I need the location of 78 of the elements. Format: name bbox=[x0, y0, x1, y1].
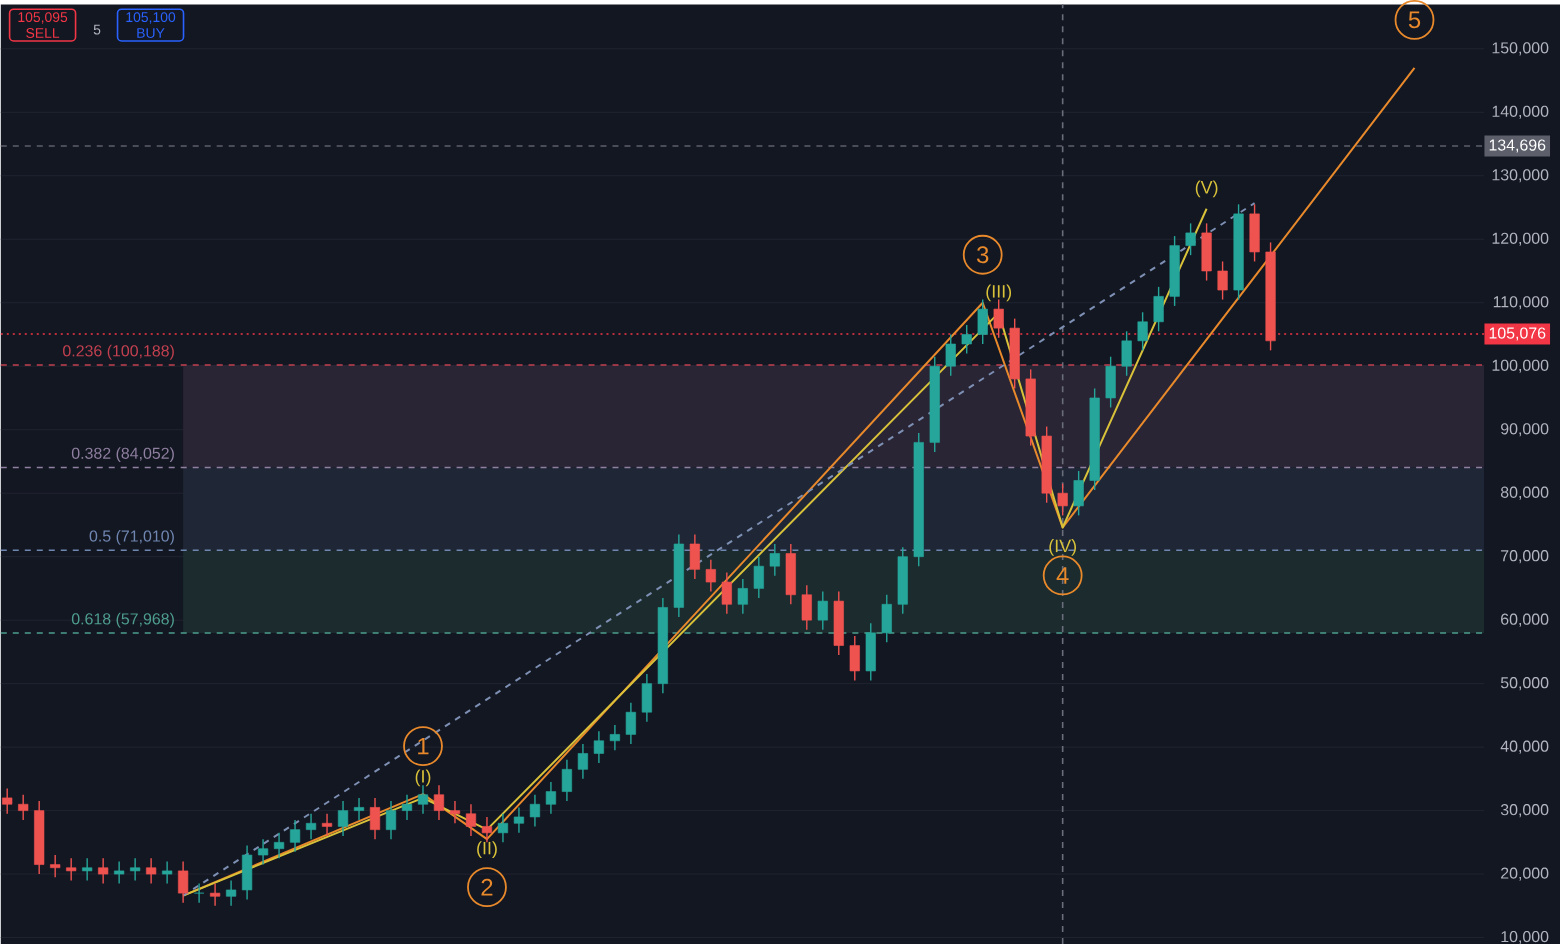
candlestick bbox=[513, 806, 525, 834]
candlestick bbox=[753, 555, 764, 599]
candlestick bbox=[801, 584, 812, 630]
candlestick bbox=[146, 857, 157, 884]
candlestick bbox=[561, 758, 573, 802]
candlestick bbox=[82, 857, 93, 881]
candlestick bbox=[833, 590, 844, 656]
candlestick bbox=[705, 558, 716, 592]
candlestick bbox=[545, 780, 557, 815]
candlestick bbox=[1105, 355, 1116, 408]
annotation: 1 bbox=[418, 737, 429, 754]
candlestick bbox=[385, 800, 397, 840]
candlestick bbox=[593, 730, 604, 764]
candlestick bbox=[817, 590, 828, 630]
candlestick bbox=[273, 831, 285, 859]
candlestick bbox=[1073, 469, 1084, 516]
annotation: 3 bbox=[976, 245, 989, 263]
candlestick bbox=[1185, 222, 1196, 256]
candlestick bbox=[849, 634, 860, 681]
candlestick bbox=[881, 593, 892, 643]
candlestick bbox=[625, 701, 636, 745]
candlestick bbox=[577, 742, 589, 780]
annotation: 4 bbox=[1056, 566, 1069, 584]
candlestick bbox=[721, 571, 732, 615]
candlestick bbox=[865, 622, 876, 681]
candlestick bbox=[18, 793, 29, 821]
annotation: 5 bbox=[1408, 11, 1421, 28]
candlestick bbox=[194, 882, 205, 903]
candlestick bbox=[210, 882, 221, 907]
candlestick bbox=[353, 796, 365, 821]
candlestick bbox=[785, 542, 796, 605]
candlestick bbox=[1057, 482, 1068, 516]
candlestick bbox=[1201, 222, 1212, 281]
candlestick bbox=[241, 844, 253, 900]
candlestick bbox=[609, 723, 620, 751]
candlestick bbox=[449, 800, 461, 824]
candlestick bbox=[289, 819, 301, 853]
candlestick bbox=[50, 853, 61, 878]
annotation: (II) bbox=[477, 840, 497, 858]
candlestick bbox=[897, 546, 908, 615]
candlestick bbox=[945, 333, 956, 377]
candlestick bbox=[337, 800, 349, 837]
candlestick bbox=[497, 812, 509, 843]
candlestick bbox=[225, 879, 237, 907]
candlestick bbox=[369, 796, 381, 840]
candlestick bbox=[162, 860, 173, 884]
candlestick bbox=[737, 577, 748, 615]
candlestick bbox=[993, 298, 1004, 338]
candlestick bbox=[1121, 330, 1132, 377]
candlestick bbox=[1153, 285, 1164, 332]
candlestick bbox=[401, 793, 413, 821]
candlestick bbox=[689, 533, 700, 580]
candlestick bbox=[1249, 203, 1260, 262]
candlestick bbox=[769, 542, 780, 577]
candlestick bbox=[433, 784, 445, 821]
candlestick bbox=[305, 812, 317, 840]
candlestick bbox=[98, 857, 109, 884]
candlestick bbox=[178, 860, 189, 903]
candlestick bbox=[321, 812, 333, 837]
annotation: (IV) bbox=[1049, 538, 1077, 556]
candlestick bbox=[961, 323, 972, 354]
candlestick bbox=[417, 784, 429, 815]
annotation: 2 bbox=[481, 878, 493, 896]
candlestick bbox=[481, 815, 493, 843]
candlestick bbox=[2, 787, 13, 815]
annotation: (III) bbox=[986, 284, 1012, 301]
candlestick bbox=[257, 838, 269, 865]
candlestick bbox=[114, 860, 125, 884]
candlestick bbox=[130, 857, 141, 881]
annotation: (I) bbox=[415, 769, 431, 786]
candlestick bbox=[465, 803, 477, 837]
candlestick bbox=[641, 673, 652, 723]
candlestick bbox=[529, 793, 541, 827]
candlestick bbox=[977, 298, 988, 345]
annotation: (V) bbox=[1195, 180, 1218, 197]
candlestick bbox=[1137, 311, 1148, 351]
candlestick bbox=[1217, 260, 1228, 300]
candlestick bbox=[66, 857, 77, 881]
